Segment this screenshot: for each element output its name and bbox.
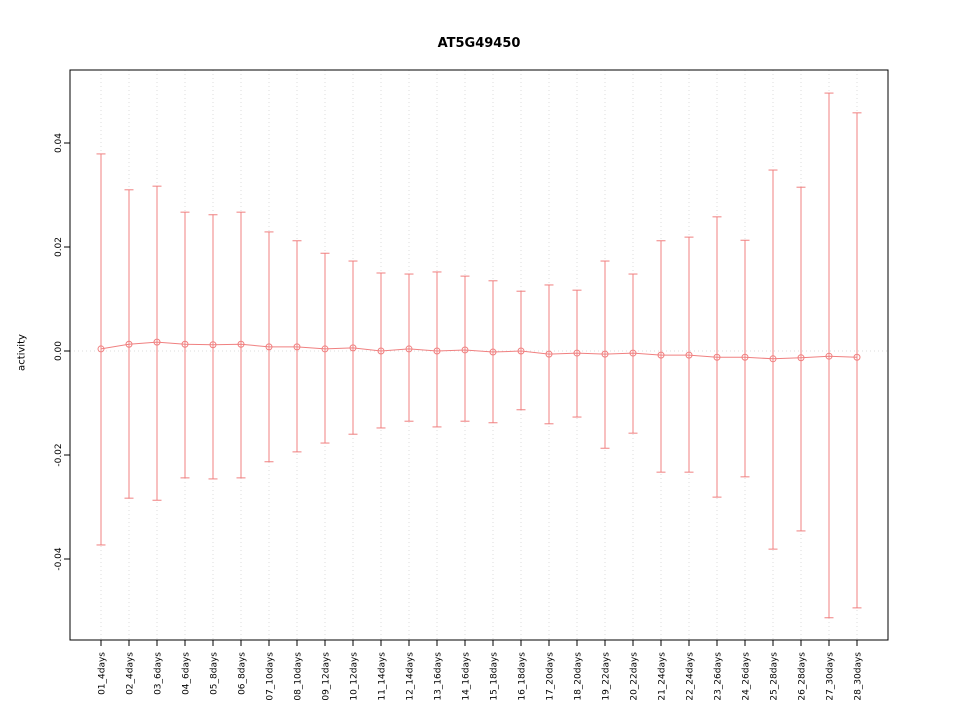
svg-text:-0.02: -0.02	[54, 443, 64, 466]
svg-text:23_26days: 23_26days	[714, 652, 724, 701]
svg-text:26_28days: 26_28days	[798, 652, 808, 701]
svg-text:28_30days: 28_30days	[854, 652, 864, 701]
svg-text:21_24days: 21_24days	[658, 652, 668, 701]
svg-text:11_14days: 11_14days	[378, 652, 388, 701]
svg-text:04_6days: 04_6days	[182, 652, 192, 695]
svg-text:14_16days: 14_16days	[462, 652, 472, 701]
svg-text:-0.04: -0.04	[54, 547, 64, 571]
svg-text:05_8days: 05_8days	[210, 652, 220, 695]
svg-text:0.04: 0.04	[54, 133, 64, 153]
svg-text:10_12days: 10_12days	[350, 652, 360, 701]
svg-text:18_20days: 18_20days	[574, 652, 584, 701]
svg-text:22_24days: 22_24days	[686, 652, 696, 701]
svg-text:02_4days: 02_4days	[126, 652, 136, 695]
svg-text:12_14days: 12_14days	[406, 652, 416, 701]
svg-text:08_10days: 08_10days	[294, 652, 304, 701]
svg-text:24_26days: 24_26days	[742, 652, 752, 701]
svg-text:13_16days: 13_16days	[434, 652, 444, 701]
svg-text:27_30days: 27_30days	[826, 652, 836, 701]
svg-text:16_18days: 16_18days	[518, 652, 528, 701]
svg-text:0.02: 0.02	[54, 237, 64, 257]
svg-text:03_6days: 03_6days	[154, 652, 164, 695]
svg-text:20_22days: 20_22days	[630, 652, 640, 701]
svg-text:15_18days: 15_18days	[490, 652, 500, 701]
chart-title: AT5G49450	[437, 36, 521, 51]
svg-text:09_12days: 09_12days	[322, 652, 332, 701]
svg-text:25_28days: 25_28days	[770, 652, 780, 701]
svg-text:17_20days: 17_20days	[546, 652, 556, 701]
svg-text:0.00: 0.00	[54, 341, 64, 361]
svg-text:19_22days: 19_22days	[602, 652, 612, 701]
svg-text:06_8days: 06_8days	[238, 652, 248, 695]
svg-text:01_4days: 01_4days	[98, 652, 108, 695]
svg-text:07_10days: 07_10days	[266, 652, 276, 701]
